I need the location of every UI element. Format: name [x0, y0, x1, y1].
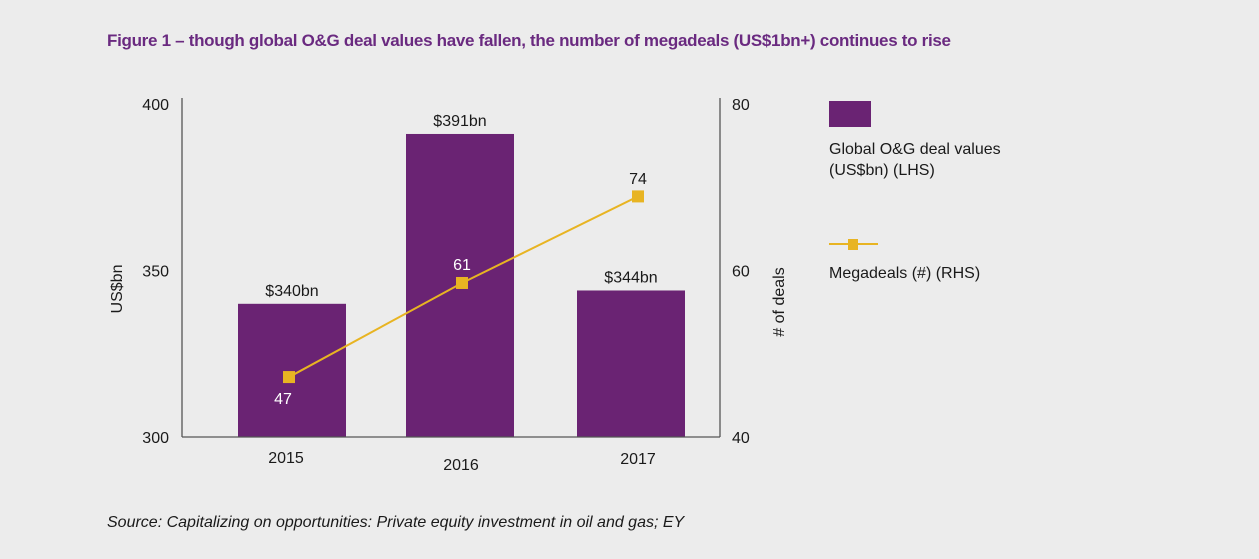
megadeals-marker-2016	[456, 276, 468, 289]
bar-label-2015: $340bn	[265, 283, 318, 300]
megadeals-label-2017: 74	[629, 171, 647, 188]
x-tick-label-2015: 2015	[268, 450, 304, 467]
bar-label-2016: $391bn	[433, 113, 486, 130]
megadeals-label-2015: 47	[274, 391, 292, 408]
left-tick-label-300: 300	[142, 430, 169, 447]
chart-title: Figure 1 – though global O&G deal values…	[107, 31, 951, 50]
bar-label-2017: $344bn	[604, 269, 657, 286]
megadeals-marker-2015	[283, 371, 295, 384]
right-tick-label-40: 40	[732, 430, 750, 447]
legend-label-megadeals: Megadeals (#) (RHS)	[829, 265, 981, 282]
left-axis-title: US$bn	[109, 265, 126, 314]
x-tick-label-2017: 2017	[620, 451, 656, 468]
left-tick-label-350: 350	[142, 264, 169, 281]
source-note: Source: Capitalizing on opportunities: P…	[107, 514, 685, 531]
right-tick-label-60: 60	[732, 264, 750, 281]
bar-2017	[577, 290, 685, 437]
x-tick-label-2016: 2016	[443, 457, 479, 474]
legend-label-deal-values: Global O&G deal values (US$bn) (LHS)	[829, 141, 1001, 179]
right-axis-title: # of deals	[771, 267, 788, 336]
megadeals-marker-2017	[632, 190, 644, 203]
legend-bar-swatch	[829, 101, 871, 127]
right-tick-label-80: 80	[732, 97, 750, 114]
left-tick-label-400: 400	[142, 97, 169, 114]
bar-2015	[238, 303, 346, 437]
legend-marker-icon	[848, 239, 858, 250]
megadeals-label-2016: 61	[453, 257, 471, 274]
